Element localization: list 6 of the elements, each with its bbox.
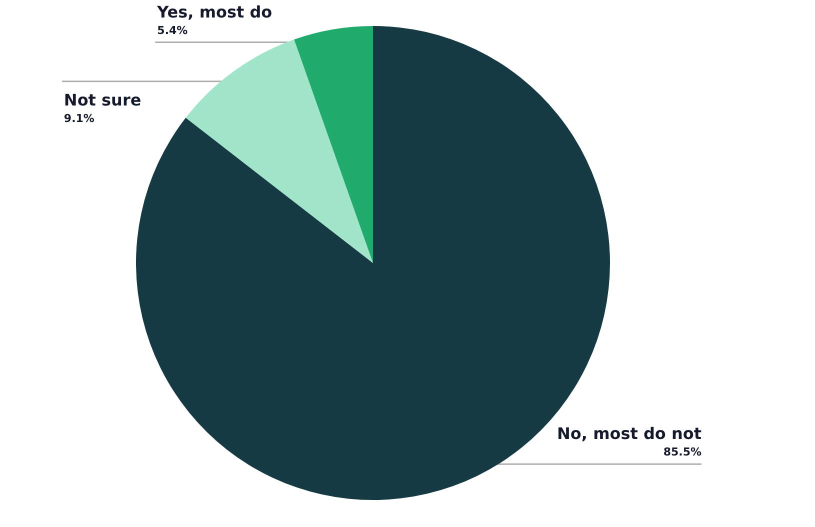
data-label: 85.5% — [663, 446, 702, 459]
slice-label: Not sure — [64, 90, 142, 110]
data-label: 5.4% — [157, 24, 188, 37]
data-label: 9.1% — [64, 112, 94, 125]
slice-label: No, most do not — [557, 424, 702, 444]
slice-label: Yes, most do — [156, 2, 272, 22]
